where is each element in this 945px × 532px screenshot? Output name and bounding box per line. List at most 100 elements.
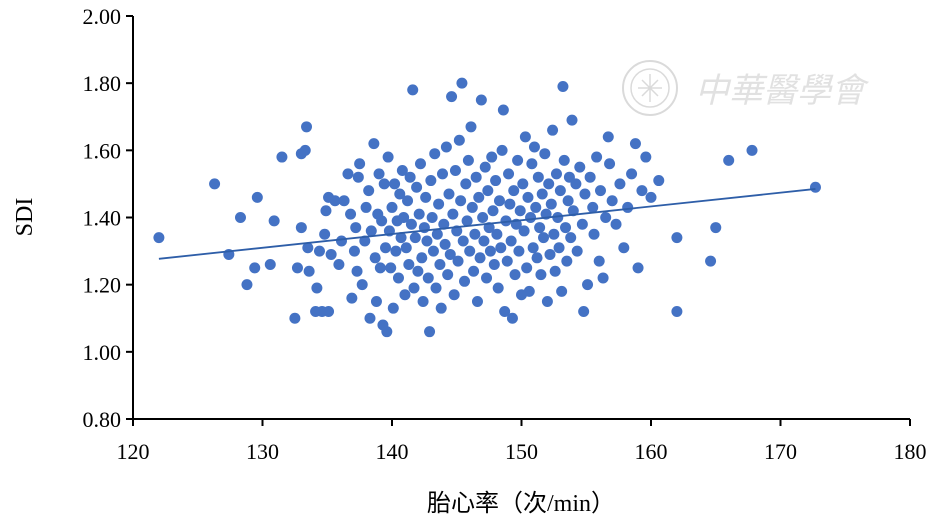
x-axis-title: 胎心率（次/min） [427,490,615,517]
data-point [518,225,530,237]
data-point [576,218,588,230]
data-point [723,154,735,166]
data-point [481,272,493,284]
data-point [528,141,540,153]
data-point [466,201,478,213]
data-point [442,269,454,281]
x-tick-label: 130 [246,439,279,464]
data-point [363,185,375,197]
data-point [629,138,641,150]
data-point [439,238,451,250]
data-point [571,245,583,257]
data-point [348,245,360,257]
data-point [459,275,471,287]
data-point [470,171,482,183]
data-point [447,208,459,220]
y-tick-label: 0.80 [83,407,122,432]
data-point [431,228,443,240]
data-point [588,228,600,240]
data-point [541,295,553,307]
data-point [153,232,165,244]
data-point [552,212,564,223]
data-point [359,235,371,247]
data-point [582,279,594,291]
data-point [335,235,347,247]
data-point [289,312,301,324]
data-point [565,232,577,244]
data-point [264,259,276,271]
data-point [378,178,390,190]
y-axis-title: SDI [12,198,38,237]
data-point [513,245,525,257]
scatter-points [153,77,821,338]
data-point [407,84,419,96]
data-point [421,235,433,247]
x-tick-label: 170 [764,439,797,464]
data-point [471,295,483,307]
y-tick-label: 2.00 [83,4,122,29]
data-point [527,242,539,254]
data-point [521,262,533,274]
data-point [501,255,513,267]
data-point [553,242,565,254]
data-point [506,312,518,324]
data-point [538,232,550,244]
data-point [345,208,357,220]
x-tick-label: 180 [894,439,927,464]
data-point [311,282,323,294]
data-point [530,201,542,213]
data-point [509,269,521,281]
data-point [338,195,350,207]
data-point [499,306,511,318]
data-point [579,188,591,200]
data-point [251,191,263,203]
data-point [408,282,420,294]
data-point [440,141,452,153]
data-point [329,195,341,207]
data-point [809,181,821,193]
data-point [455,195,467,207]
data-point [503,168,515,180]
data-point [370,295,382,307]
data-point [535,269,547,281]
y-tick-label: 1.80 [83,71,122,96]
data-point [464,245,476,257]
data-point [490,175,502,187]
data-point [545,198,557,210]
x-axis-ticks: 120 130 140 150 160 170 180 [117,419,927,464]
data-point [356,279,368,291]
data-point [352,171,364,183]
data-point [399,289,411,301]
data-point [369,252,381,264]
data-point [303,265,315,277]
data-point [517,178,529,190]
data-point [536,188,548,200]
data-point [632,262,644,274]
y-axis-ticks: 0.80 1.00 1.20 1.40 1.60 1.80 2.00 [83,4,133,432]
data-point [479,161,491,173]
data-point [746,144,758,156]
data-point [602,131,614,143]
data-point [209,178,221,190]
data-point [405,218,417,230]
data-point [291,262,303,274]
data-point [640,151,652,163]
data-point [301,121,313,133]
data-point [614,178,626,190]
data-point [587,201,599,213]
data-point [493,195,505,207]
data-point [473,191,485,203]
data-point [302,242,314,254]
data-point [557,81,569,93]
data-point [526,158,538,170]
data-point [554,185,566,197]
data-point [519,131,531,143]
data-point [594,185,606,197]
data-point [381,326,393,338]
data-point [600,212,612,223]
data-point [457,235,469,247]
data-point [402,195,414,207]
data-point [495,242,507,254]
data-point [320,205,332,217]
data-point [626,168,638,180]
